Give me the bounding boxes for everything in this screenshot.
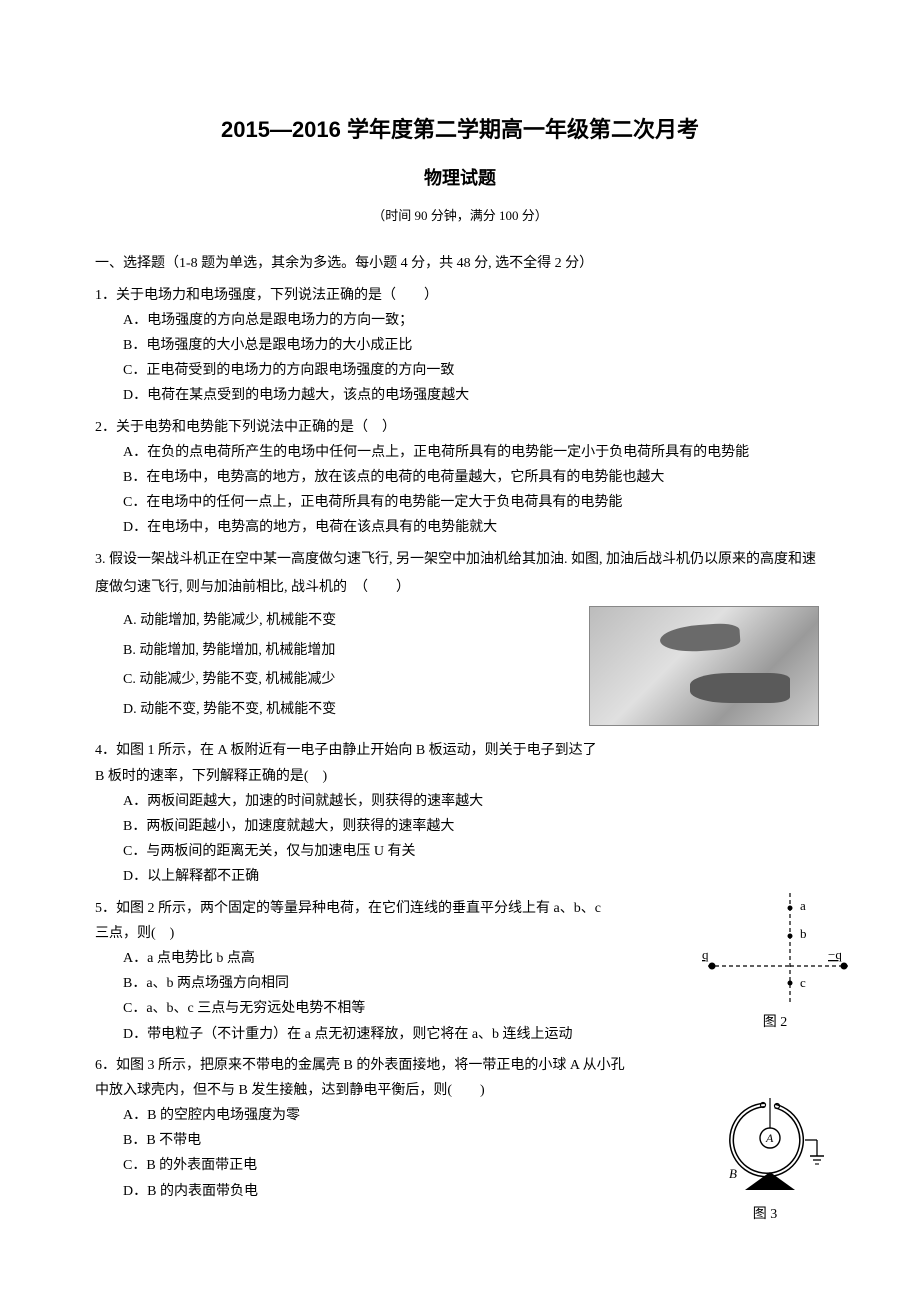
q6-opt-a: A．B 的空腔内电场强度为零 [95,1103,635,1128]
svg-text:c: c [800,975,806,990]
figure-2-caption: 图 2 [700,1010,850,1035]
q2-opt-a: A．在负的点电荷所产生的电场中任何一点上，正电荷所具有的电势能一定小于负电荷所具… [95,440,825,465]
time-note: （时间 90 分钟，满分 100 分） [95,204,825,227]
question-5: 5．如图 2 所示，两个固定的等量异种电荷，在它们连线的垂直平分线上有 a、b、… [95,896,605,1047]
q5-opt-d: D．带电粒子（不计重力）在 a 点无初速释放，则它将在 a、b 连线上运动 [95,1022,605,1047]
q6-opt-c: C．B 的外表面带正电 [95,1153,635,1178]
q6-opt-d: D．B 的内表面带负电 [95,1179,635,1204]
q2-opt-c: C．在电场中的任何一点上，正电荷所具有的电势能一定大于负电荷具有的电势能 [95,490,825,515]
q3-stem: 3. 假设一架战斗机正在空中某一高度做匀速飞行, 另一架空中加油机给其加油. 如… [95,546,825,602]
q6-stem: 6．如图 3 所示，把原来不带电的金属壳 B 的外表面接地，将一带正电的小球 A… [95,1053,635,1103]
svg-text:q: q [702,947,709,962]
svg-text:A: A [765,1131,774,1145]
q4-opt-c: C．与两板间的距离无关，仅与加速电压 U 有关 [95,839,605,864]
svg-text:−q: −q [828,947,842,962]
figure-3: A B 图 3 [705,1090,825,1227]
q4-opt-a: A．两板间距越大，加速的时间就越长，则获得的速率越大 [95,789,605,814]
section-header: 一、选择题（1-8 题为单选，其余为多选。每小题 4 分，共 48 分, 选不全… [95,251,825,276]
q2-opt-d: D．在电场中，电势高的地方，电荷在该点具有的电势能就大 [95,515,825,540]
q4-opt-d: D．以上解释都不正确 [95,864,605,889]
q1-opt-a: A．电场强度的方向总是跟电场力的方向一致； [95,308,825,333]
question-4: 4．如图 1 所示，在 A 板附近有一电子由静止开始向 B 板运动，则关于电子到… [95,738,605,889]
svg-text:B: B [729,1166,737,1181]
q4-opt-b: B．两板间距越小，加速度就越大，则获得的速率越大 [95,814,605,839]
figure-2: a b c q −q 图 2 [700,888,850,1035]
q3-image [589,606,819,726]
q5-opt-c: C．a、b、c 三点与无穷远处电势不相等 [95,996,605,1021]
svg-text:b: b [800,926,807,941]
page-title: 2015—2016 学年度第二学期高一年级第二次月考 [95,110,825,150]
q6-opt-b: B．B 不带电 [95,1128,635,1153]
question-1: 1．关于电场力和电场强度，下列说法正确的是（ ） A．电场强度的方向总是跟电场力… [95,283,825,409]
q5-opt-a: A．a 点电势比 b 点高 [95,946,605,971]
q4-stem: 4．如图 1 所示，在 A 板附近有一电子由静止开始向 B 板运动，则关于电子到… [95,738,605,788]
page-subtitle: 物理试题 [95,162,825,194]
figure-3-caption: 图 3 [705,1202,825,1227]
question-2: 2．关于电势和电势能下列说法中正确的是（ ） A．在负的点电荷所产生的电场中任何… [95,415,825,541]
q1-opt-b: B．电场强度的大小总是跟电场力的大小成正比 [95,333,825,358]
q1-stem: 1．关于电场力和电场强度，下列说法正确的是（ ） [95,283,825,308]
q1-opt-c: C．正电荷受到的电场力的方向跟电场强度的方向一致 [95,358,825,383]
question-6: 6．如图 3 所示，把原来不带电的金属壳 B 的外表面接地，将一带正电的小球 A… [95,1053,635,1204]
q2-opt-b: B．在电场中，电势高的地方，放在该点的电荷的电荷量越大，它所具有的电势能也越大 [95,465,825,490]
question-3: 3. 假设一架战斗机正在空中某一高度做匀速飞行, 另一架空中加油机给其加油. 如… [95,546,825,732]
q5-stem: 5．如图 2 所示，两个固定的等量异种电荷，在它们连线的垂直平分线上有 a、b、… [95,896,605,946]
svg-text:a: a [800,898,806,913]
q2-stem: 2．关于电势和电势能下列说法中正确的是（ ） [95,415,825,440]
q5-opt-b: B．a、b 两点场强方向相同 [95,971,605,996]
q1-opt-d: D．电荷在某点受到的电场力越大，该点的电场强度越大 [95,383,825,408]
